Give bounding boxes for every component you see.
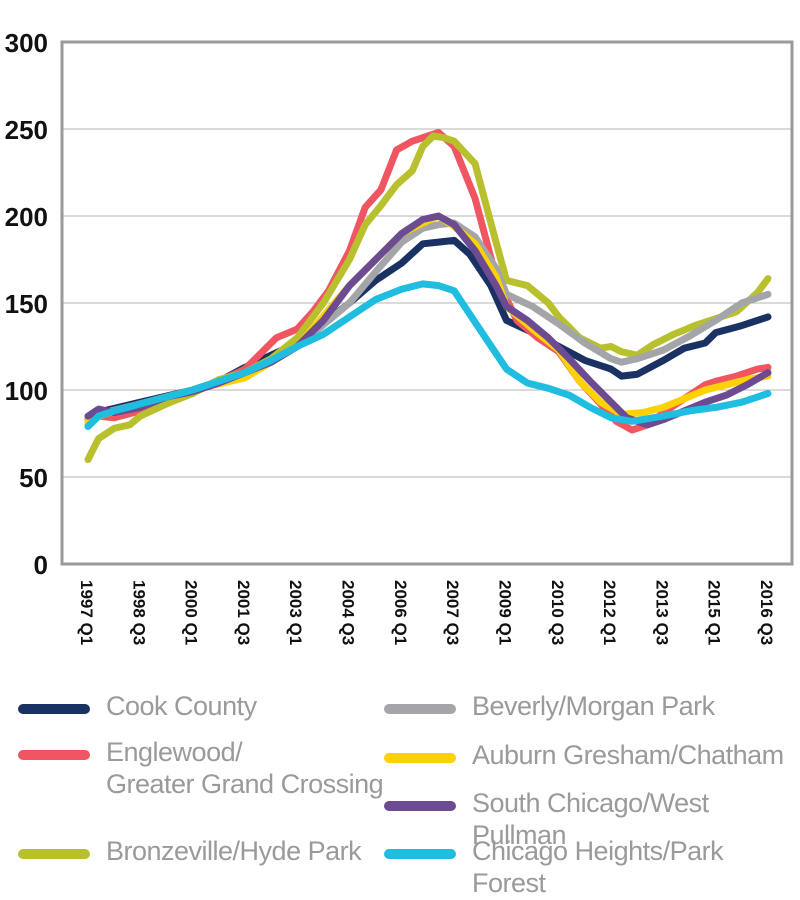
y-tick-label: 300 — [5, 28, 48, 58]
legend-swatch — [18, 750, 90, 760]
legend-item-chicago-heights: Chicago Heights/Park Forest — [384, 835, 800, 899]
legend-swatch — [384, 704, 456, 714]
legend-item-bronzeville: Bronzeville/Hyde Park — [18, 835, 362, 867]
y-tick-label: 100 — [5, 376, 48, 406]
x-axis-tick-labels: 1997 Q1 1998 Q3 2000 Q1 2001 Q3 2003 Q1 2004 … — [77, 580, 776, 645]
legend-item-beverly: Beverly/Morgan Park — [384, 690, 715, 722]
legend-label: Auburn Gresham/Chatham — [472, 740, 784, 770]
plot-frame — [60, 40, 794, 566]
legend-item-auburn-gresham: Auburn Gresham/Chatham — [384, 739, 784, 771]
x-tick-label: 2006 Q1 — [391, 580, 410, 645]
y-axis-tick-labels: 0 50 100 150 200 250 300 — [5, 28, 48, 580]
legend-swatch — [18, 849, 90, 859]
series-line-chicago — [84, 280, 772, 430]
legend-label: Englewood/ Greater Grand Crossing — [106, 737, 384, 799]
legend: Cook County Englewood/ Greater Grand Cro… — [0, 680, 800, 898]
y-tick-label: 200 — [5, 202, 48, 232]
x-tick-label: 2015 Q1 — [705, 580, 724, 645]
legend-label: Beverly/Morgan Park — [472, 691, 715, 721]
x-tick-label: 2016 Q3 — [757, 580, 776, 645]
legend-label: Chicago Heights/Park Forest — [472, 836, 724, 898]
legend-label: Bronzeville/Hyde Park — [106, 836, 362, 866]
series-lines — [84, 129, 772, 464]
y-tick-label: 50 — [19, 463, 48, 493]
x-tick-label: 2007 Q3 — [443, 580, 462, 645]
x-tick-label: 2012 Q1 — [600, 580, 619, 645]
gridlines — [62, 128, 792, 478]
legend-item-south-chicago: South Chicago/West Pullman — [384, 787, 800, 851]
legend-item-cook-county: Cook County — [18, 690, 257, 722]
x-tick-label: 2009 Q1 — [495, 580, 514, 645]
x-tick-label: 2000 Q1 — [182, 580, 201, 645]
y-tick-label: 150 — [5, 289, 48, 319]
legend-swatch — [384, 801, 456, 811]
legend-label: South Chicago/West Pullman — [472, 788, 709, 850]
x-tick-label: 1997 Q1 — [77, 580, 96, 645]
legend-label: Cook County — [106, 691, 257, 721]
line-chart: 0 50 100 150 200 250 300 1997 Q1 1998 Q3 2000 Q1… — [5, 28, 794, 645]
legend-swatch — [384, 753, 456, 763]
legend-item-englewood: Englewood/ Greater Grand Crossing — [18, 736, 384, 800]
legend-swatch — [18, 704, 90, 714]
x-tick-label: 2001 Q3 — [234, 580, 253, 645]
x-tick-label: 2010 Q3 — [548, 580, 567, 645]
x-tick-label: 1998 Q3 — [129, 580, 148, 645]
y-tick-label: 0 — [34, 550, 48, 580]
legend-swatch — [384, 849, 456, 859]
y-tick-label: 250 — [5, 115, 48, 145]
x-tick-label: 2013 Q3 — [652, 580, 671, 645]
x-tick-label: 2004 Q3 — [339, 580, 358, 645]
x-tick-label: 2003 Q1 — [286, 580, 305, 645]
